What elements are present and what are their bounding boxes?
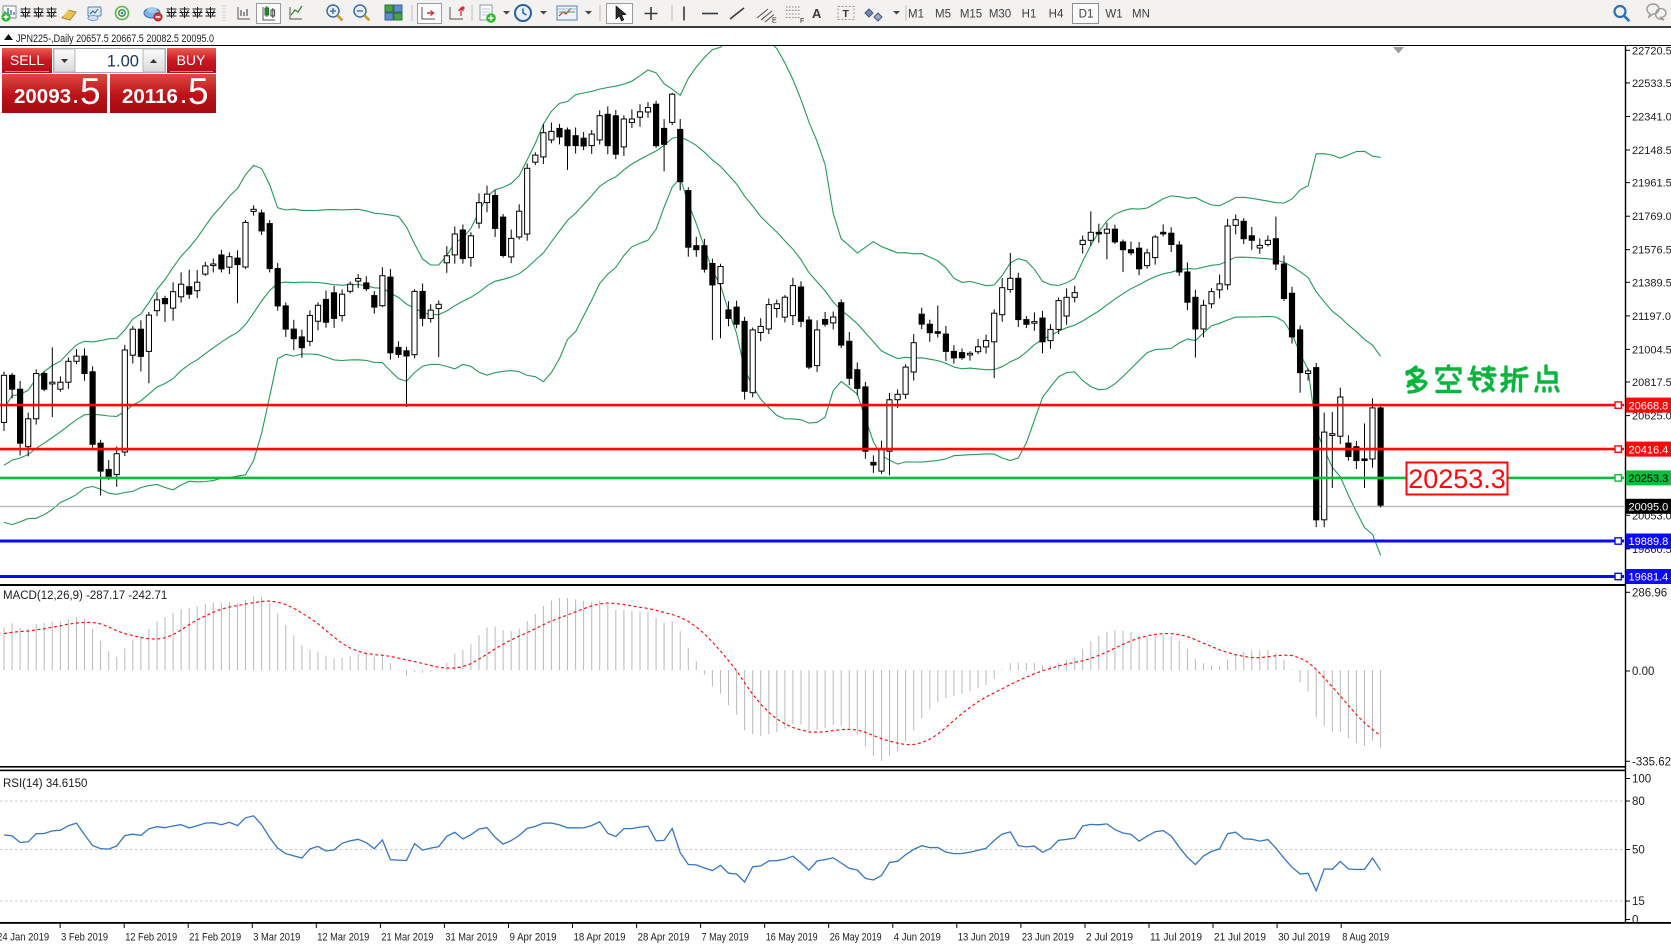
svg-text:3 Feb 2019: 3 Feb 2019 <box>61 932 108 944</box>
svg-text:5: 5 <box>80 71 101 112</box>
svg-text:21 Feb 2019: 21 Feb 2019 <box>189 932 241 944</box>
svg-text:A: A <box>812 6 822 21</box>
svg-text:T: T <box>843 8 850 20</box>
svg-text:2 Jul 2019: 2 Jul 2019 <box>1086 932 1133 944</box>
svg-text:.: . <box>181 87 186 108</box>
svg-text:3 Mar 2019: 3 Mar 2019 <box>253 932 300 944</box>
svg-text:286.96: 286.96 <box>1632 587 1667 599</box>
svg-text:21197.0: 21197.0 <box>1632 311 1671 323</box>
svg-text:22148.5: 22148.5 <box>1632 145 1671 157</box>
svg-text:31 Mar 2019: 31 Mar 2019 <box>445 932 497 944</box>
svg-text:0.00: 0.00 <box>1632 666 1654 678</box>
svg-text:22341.0: 22341.0 <box>1632 112 1671 124</box>
svg-text:22720.5: 22720.5 <box>1632 45 1671 57</box>
svg-text:M1: M1 <box>908 9 924 21</box>
svg-text:MACD(12,26,9) -287.17 -242.71: MACD(12,26,9) -287.17 -242.71 <box>3 590 167 602</box>
svg-text:100: 100 <box>1632 774 1651 786</box>
svg-text:16 May 2019: 16 May 2019 <box>766 932 818 944</box>
svg-text:22533.5: 22533.5 <box>1632 78 1671 90</box>
svg-text:20625.0: 20625.0 <box>1632 411 1671 423</box>
svg-text:30 Jul 2019: 30 Jul 2019 <box>1278 932 1330 944</box>
svg-text:12 Feb 2019: 12 Feb 2019 <box>125 932 177 944</box>
svg-text:M5: M5 <box>935 9 951 21</box>
svg-text:BUY: BUY <box>177 52 206 68</box>
svg-text:H1: H1 <box>1022 9 1037 21</box>
svg-text:9 Apr 2019: 9 Apr 2019 <box>510 932 557 944</box>
svg-text:D1: D1 <box>1079 9 1094 21</box>
svg-text:20095.0: 20095.0 <box>1629 502 1669 514</box>
svg-text:0: 0 <box>1632 915 1638 927</box>
svg-text:80: 80 <box>1632 796 1645 808</box>
svg-text:21389.5: 21389.5 <box>1632 277 1671 289</box>
svg-text:11 Jul 2019: 11 Jul 2019 <box>1150 932 1202 944</box>
svg-text:20817.5: 20817.5 <box>1632 377 1671 389</box>
svg-text:21004.5: 21004.5 <box>1632 344 1671 356</box>
svg-text:26 May 2019: 26 May 2019 <box>830 932 882 944</box>
svg-text:21961.5: 21961.5 <box>1632 178 1671 190</box>
svg-text:21 Mar 2019: 21 Mar 2019 <box>381 932 433 944</box>
svg-text:28 Apr 2019: 28 Apr 2019 <box>638 932 690 944</box>
svg-text:13 Jun 2019: 13 Jun 2019 <box>958 932 1010 944</box>
svg-text:.: . <box>73 87 78 108</box>
svg-text:20668.8: 20668.8 <box>1629 400 1669 412</box>
svg-text:8 Aug 2019: 8 Aug 2019 <box>1342 932 1389 944</box>
svg-text:7 May 2019: 7 May 2019 <box>702 932 749 944</box>
svg-text:H4: H4 <box>1049 9 1064 21</box>
svg-text:1.00: 1.00 <box>107 53 139 71</box>
svg-text:M15: M15 <box>960 9 982 21</box>
svg-text:19681.4: 19681.4 <box>1629 572 1669 584</box>
svg-text:24 Jan 2019: 24 Jan 2019 <box>0 932 49 944</box>
svg-text:4 Jun 2019: 4 Jun 2019 <box>894 932 941 944</box>
svg-text:20253.3: 20253.3 <box>1629 473 1669 485</box>
svg-text:21576.5: 21576.5 <box>1632 245 1671 257</box>
svg-text:21 Jul 2019: 21 Jul 2019 <box>1214 932 1266 944</box>
svg-text:19889.8: 19889.8 <box>1629 536 1669 548</box>
svg-text:20116: 20116 <box>122 85 178 108</box>
svg-text:JPN225-,Daily 20657.5 20667.5: JPN225-,Daily 20657.5 20667.5 20082.5 20… <box>16 33 214 45</box>
svg-text:W1: W1 <box>1105 9 1122 21</box>
svg-text:20416.4: 20416.4 <box>1629 444 1669 456</box>
svg-text:M30: M30 <box>989 9 1011 21</box>
svg-text:15: 15 <box>1632 896 1645 908</box>
svg-text:F: F <box>800 18 804 25</box>
svg-text:12 Mar 2019: 12 Mar 2019 <box>317 932 369 944</box>
svg-text:RSI(14) 34.6150: RSI(14) 34.6150 <box>3 778 87 790</box>
svg-text:50: 50 <box>1632 845 1645 857</box>
svg-text:20253.3: 20253.3 <box>1408 464 1506 494</box>
svg-text:SELL: SELL <box>10 52 44 68</box>
svg-text:-335.62: -335.62 <box>1632 756 1671 768</box>
svg-text:E: E <box>772 18 777 25</box>
svg-text:18 Apr 2019: 18 Apr 2019 <box>574 932 626 944</box>
svg-text:21769.0: 21769.0 <box>1632 211 1671 223</box>
svg-text:MN: MN <box>1132 9 1150 21</box>
svg-text:20093: 20093 <box>14 85 71 108</box>
svg-text:23 Jun 2019: 23 Jun 2019 <box>1022 932 1074 944</box>
svg-text:5: 5 <box>188 71 209 112</box>
